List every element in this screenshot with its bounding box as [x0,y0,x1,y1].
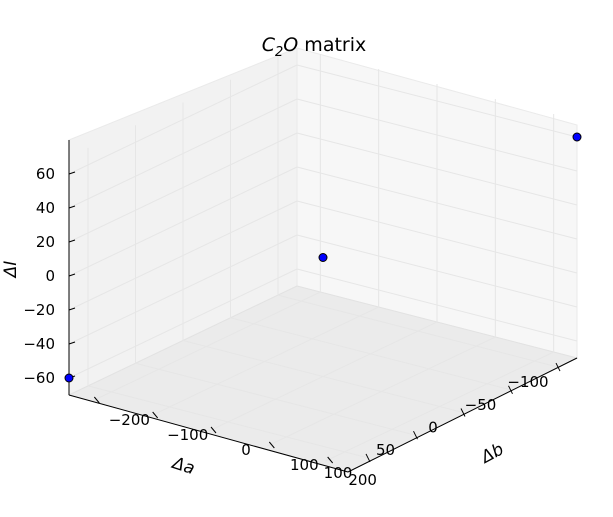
y-gridline-floor [267,336,496,447]
x-axis-line [68,394,349,473]
y-gridline-floor [208,321,438,432]
panes [67,47,579,473]
y-tick-label: 200 [348,471,377,489]
z-gridline-left [68,166,298,277]
z-gridline-right [296,132,578,206]
axes [68,140,578,473]
z-gridline-left [68,268,298,379]
z-tick-label: 20 [36,233,55,251]
x-tick-mark [508,385,513,395]
z-tick-label: 40 [36,199,55,217]
y-axis-line [347,357,578,473]
z-gridline-right [296,64,578,138]
y-axis-label: Δb [476,439,507,468]
x-axis-label: Δa [168,453,197,479]
x-tick-label: −50 [465,396,497,414]
x-tick-mark [555,362,561,372]
z-tick-label: 0 [45,267,55,285]
y-gridline-floor [92,291,321,402]
z-gridline-right [296,268,578,342]
z-gridline-left [68,234,298,345]
z-tick-label: −20 [23,301,55,319]
y-gridline-floor [150,306,379,417]
z-gridline-right [296,200,578,274]
z-gridline-left [68,132,298,243]
y-tick-mark [210,426,217,434]
title-symbol-tail: O [283,34,298,56]
y-tick-mark [268,441,275,449]
data-points [64,132,582,383]
gridlines [68,54,578,462]
x-tick-mark [413,430,418,440]
z-gridline-right [296,98,578,172]
y-tick-label: −100 [167,426,208,444]
ticks: 100500−50−100−200−1000100200−60−40−20020… [23,165,561,489]
x-tick-label: 0 [428,419,438,437]
title-symbol: C [262,34,276,56]
z-tick-mark [68,171,76,175]
z-tick-label: −40 [23,335,55,353]
z-tick-mark [68,307,76,311]
title-subscript: 2 [275,45,283,60]
z-tick-mark [68,239,76,243]
z-tick-mark [68,341,76,345]
y-tick-mark [152,411,159,419]
y-tick-label: 100 [290,456,319,474]
y-tick-mark [327,456,334,464]
title-suffix: matrix [298,34,366,56]
y-tick-label: −200 [109,411,150,429]
data-point [64,373,74,383]
data-point [572,132,582,142]
x-tick-label: −100 [507,373,548,391]
x-tick-mark [365,453,371,463]
z-tick-label: 60 [36,165,55,183]
y-tick-mark [93,396,100,404]
x-tick-label: 50 [376,441,395,459]
data-point [318,253,328,262]
z-tick-mark [68,273,76,277]
z-gridline-left [68,200,298,311]
z-gridline-left [68,98,298,209]
y-tick-label: 0 [241,441,251,459]
chart-title: C2O matrix [262,34,367,60]
z-tick-label: −60 [23,369,55,387]
z-gridline-left [68,64,298,175]
z-tick-mark [68,205,76,209]
z-axis-label: ΔI [1,261,21,280]
x-tick-label: 100 [324,464,353,482]
x-tick-mark [460,408,466,417]
y-gridline-floor [325,351,554,462]
z-gridline-right [296,166,578,240]
z-gridline-right [296,234,578,308]
